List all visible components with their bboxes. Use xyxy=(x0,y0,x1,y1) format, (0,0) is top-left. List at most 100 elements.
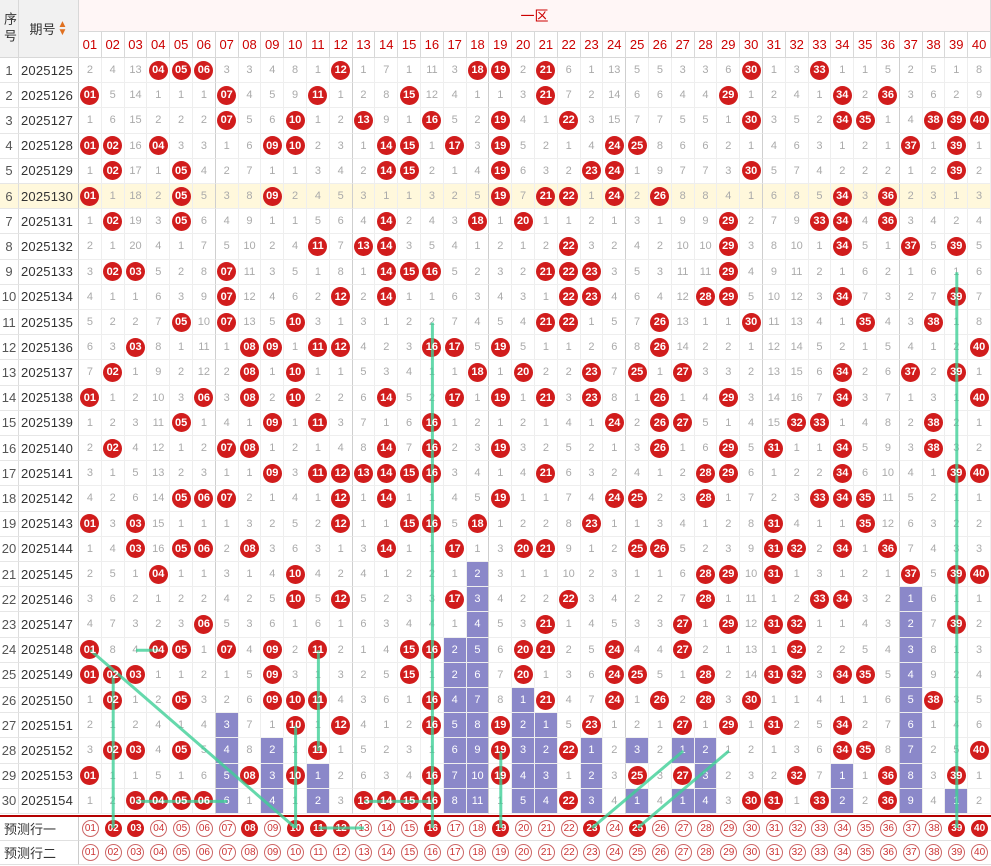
prediction-cell[interactable]: 28 xyxy=(694,841,718,865)
prediction-cell[interactable]: 13 xyxy=(352,841,376,865)
prediction-cell[interactable]: 01 xyxy=(79,817,102,841)
prediction-cell[interactable]: 02 xyxy=(101,841,125,865)
prediction-ball-37[interactable]: 37 xyxy=(902,820,920,837)
prediction-ball-25[interactable]: 25 xyxy=(629,844,647,861)
prediction-ball-15[interactable]: 15 xyxy=(401,820,419,837)
prediction-ball-23[interactable]: 23 xyxy=(583,820,601,837)
prediction-ball-27[interactable]: 27 xyxy=(674,820,692,837)
prediction-cell[interactable]: 07 xyxy=(215,817,239,841)
prediction-cell[interactable]: 20 xyxy=(512,817,535,841)
prediction-cell[interactable]: 35 xyxy=(854,817,877,841)
prediction-cell[interactable]: 04 xyxy=(147,817,171,841)
prediction-ball-05[interactable]: 05 xyxy=(173,844,191,861)
prediction-cell[interactable]: 26 xyxy=(649,841,672,865)
prediction-ball-31[interactable]: 31 xyxy=(765,820,783,837)
prediction-cell[interactable]: 15 xyxy=(398,817,421,841)
prediction-ball-20[interactable]: 20 xyxy=(515,820,533,837)
prediction-ball-24[interactable]: 24 xyxy=(606,844,624,861)
prediction-ball-07[interactable]: 07 xyxy=(218,844,236,861)
prediction-ball-10[interactable]: 10 xyxy=(287,820,305,837)
prediction-ball-02[interactable]: 02 xyxy=(104,844,122,861)
prediction-ball-09[interactable]: 09 xyxy=(264,820,282,837)
prediction-cell[interactable]: 09 xyxy=(261,841,285,865)
prediction-cell[interactable]: 01 xyxy=(79,841,102,865)
prediction-ball-05[interactable]: 05 xyxy=(173,820,191,837)
prediction-ball-20[interactable]: 20 xyxy=(515,844,533,861)
prediction-cell[interactable]: 39 xyxy=(945,817,969,841)
prediction-cell[interactable]: 25 xyxy=(626,817,649,841)
prediction-ball-19[interactable]: 19 xyxy=(492,820,510,837)
prediction-cell[interactable]: 18 xyxy=(466,817,490,841)
prediction-ball-29[interactable]: 29 xyxy=(720,844,738,861)
prediction-cell[interactable]: 14 xyxy=(375,841,399,865)
prediction-cell[interactable]: 13 xyxy=(352,817,376,841)
prediction-cell[interactable]: 36 xyxy=(877,817,900,841)
prediction-cell[interactable]: 12 xyxy=(329,817,353,841)
prediction-cell[interactable]: 14 xyxy=(375,817,399,841)
prediction-cell[interactable]: 21 xyxy=(535,817,558,841)
prediction-ball-36[interactable]: 36 xyxy=(879,820,897,837)
prediction-ball-11[interactable]: 11 xyxy=(309,844,327,861)
prediction-ball-03[interactable]: 03 xyxy=(127,820,145,837)
prediction-ball-40[interactable]: 40 xyxy=(971,844,989,861)
prediction-cell[interactable]: 16 xyxy=(421,841,444,865)
prediction-ball-06[interactable]: 06 xyxy=(195,844,213,861)
prediction-ball-27[interactable]: 27 xyxy=(674,844,692,861)
prediction-ball-18[interactable]: 18 xyxy=(469,820,487,837)
prediction-ball-01[interactable]: 01 xyxy=(81,820,99,837)
prediction-cell[interactable]: 11 xyxy=(307,841,330,865)
prediction-ball-33[interactable]: 33 xyxy=(811,844,829,861)
prediction-cell[interactable]: 36 xyxy=(877,841,900,865)
prediction-cell[interactable]: 16 xyxy=(421,817,444,841)
prediction-cell[interactable]: 22 xyxy=(557,817,581,841)
prediction-cell[interactable]: 38 xyxy=(922,841,946,865)
prediction-cell[interactable]: 35 xyxy=(854,841,877,865)
prediction-cell[interactable]: 19 xyxy=(489,817,513,841)
prediction-ball-04[interactable]: 04 xyxy=(150,820,168,837)
prediction-ball-26[interactable]: 26 xyxy=(651,844,669,861)
prediction-ball-34[interactable]: 34 xyxy=(834,844,852,861)
prediction-ball-40[interactable]: 40 xyxy=(971,820,989,837)
prediction-cell[interactable]: 25 xyxy=(626,841,649,865)
prediction-ball-25[interactable]: 25 xyxy=(629,820,647,837)
prediction-ball-18[interactable]: 18 xyxy=(469,844,487,861)
prediction-ball-22[interactable]: 22 xyxy=(560,844,578,861)
prediction-cell[interactable]: 34 xyxy=(831,841,855,865)
prediction-cell[interactable]: 21 xyxy=(535,841,558,865)
prediction-ball-03[interactable]: 03 xyxy=(127,844,145,861)
prediction-cell[interactable]: 10 xyxy=(284,817,307,841)
prediction-cell[interactable]: 26 xyxy=(649,817,672,841)
prediction-ball-02[interactable]: 02 xyxy=(104,820,122,837)
prediction-ball-38[interactable]: 38 xyxy=(925,820,943,837)
prediction-ball-21[interactable]: 21 xyxy=(537,844,555,861)
prediction-ball-35[interactable]: 35 xyxy=(857,820,875,837)
prediction-cell[interactable]: 31 xyxy=(763,841,786,865)
prediction-ball-16[interactable]: 16 xyxy=(423,844,441,861)
prediction-ball-12[interactable]: 12 xyxy=(332,844,350,861)
prediction-ball-21[interactable]: 21 xyxy=(537,820,555,837)
prediction-ball-30[interactable]: 30 xyxy=(743,820,761,837)
prediction-cell[interactable]: 10 xyxy=(284,841,307,865)
prediction-cell[interactable]: 40 xyxy=(968,841,991,865)
prediction-cell[interactable]: 40 xyxy=(968,817,991,841)
prediction-ball-23[interactable]: 23 xyxy=(583,844,601,861)
prediction-cell[interactable]: 06 xyxy=(193,817,216,841)
prediction-ball-16[interactable]: 16 xyxy=(423,820,441,837)
prediction-cell[interactable]: 33 xyxy=(808,841,832,865)
prediction-cell[interactable]: 29 xyxy=(717,841,741,865)
prediction-ball-32[interactable]: 32 xyxy=(788,844,806,861)
prediction-ball-19[interactable]: 19 xyxy=(492,844,510,861)
prediction-cell[interactable]: 39 xyxy=(945,841,969,865)
prediction-cell[interactable]: 31 xyxy=(763,817,786,841)
prediction-ball-13[interactable]: 13 xyxy=(355,844,373,861)
prediction-ball-28[interactable]: 28 xyxy=(697,820,715,837)
prediction-cell[interactable]: 02 xyxy=(101,817,125,841)
prediction-cell[interactable]: 27 xyxy=(671,841,695,865)
prediction-ball-12[interactable]: 12 xyxy=(332,820,350,837)
prediction-cell[interactable]: 22 xyxy=(557,841,581,865)
prediction-ball-31[interactable]: 31 xyxy=(765,844,783,861)
prediction-cell[interactable]: 15 xyxy=(398,841,421,865)
prediction-ball-37[interactable]: 37 xyxy=(902,844,920,861)
prediction-cell[interactable]: 33 xyxy=(808,817,832,841)
prediction-ball-17[interactable]: 17 xyxy=(446,820,464,837)
